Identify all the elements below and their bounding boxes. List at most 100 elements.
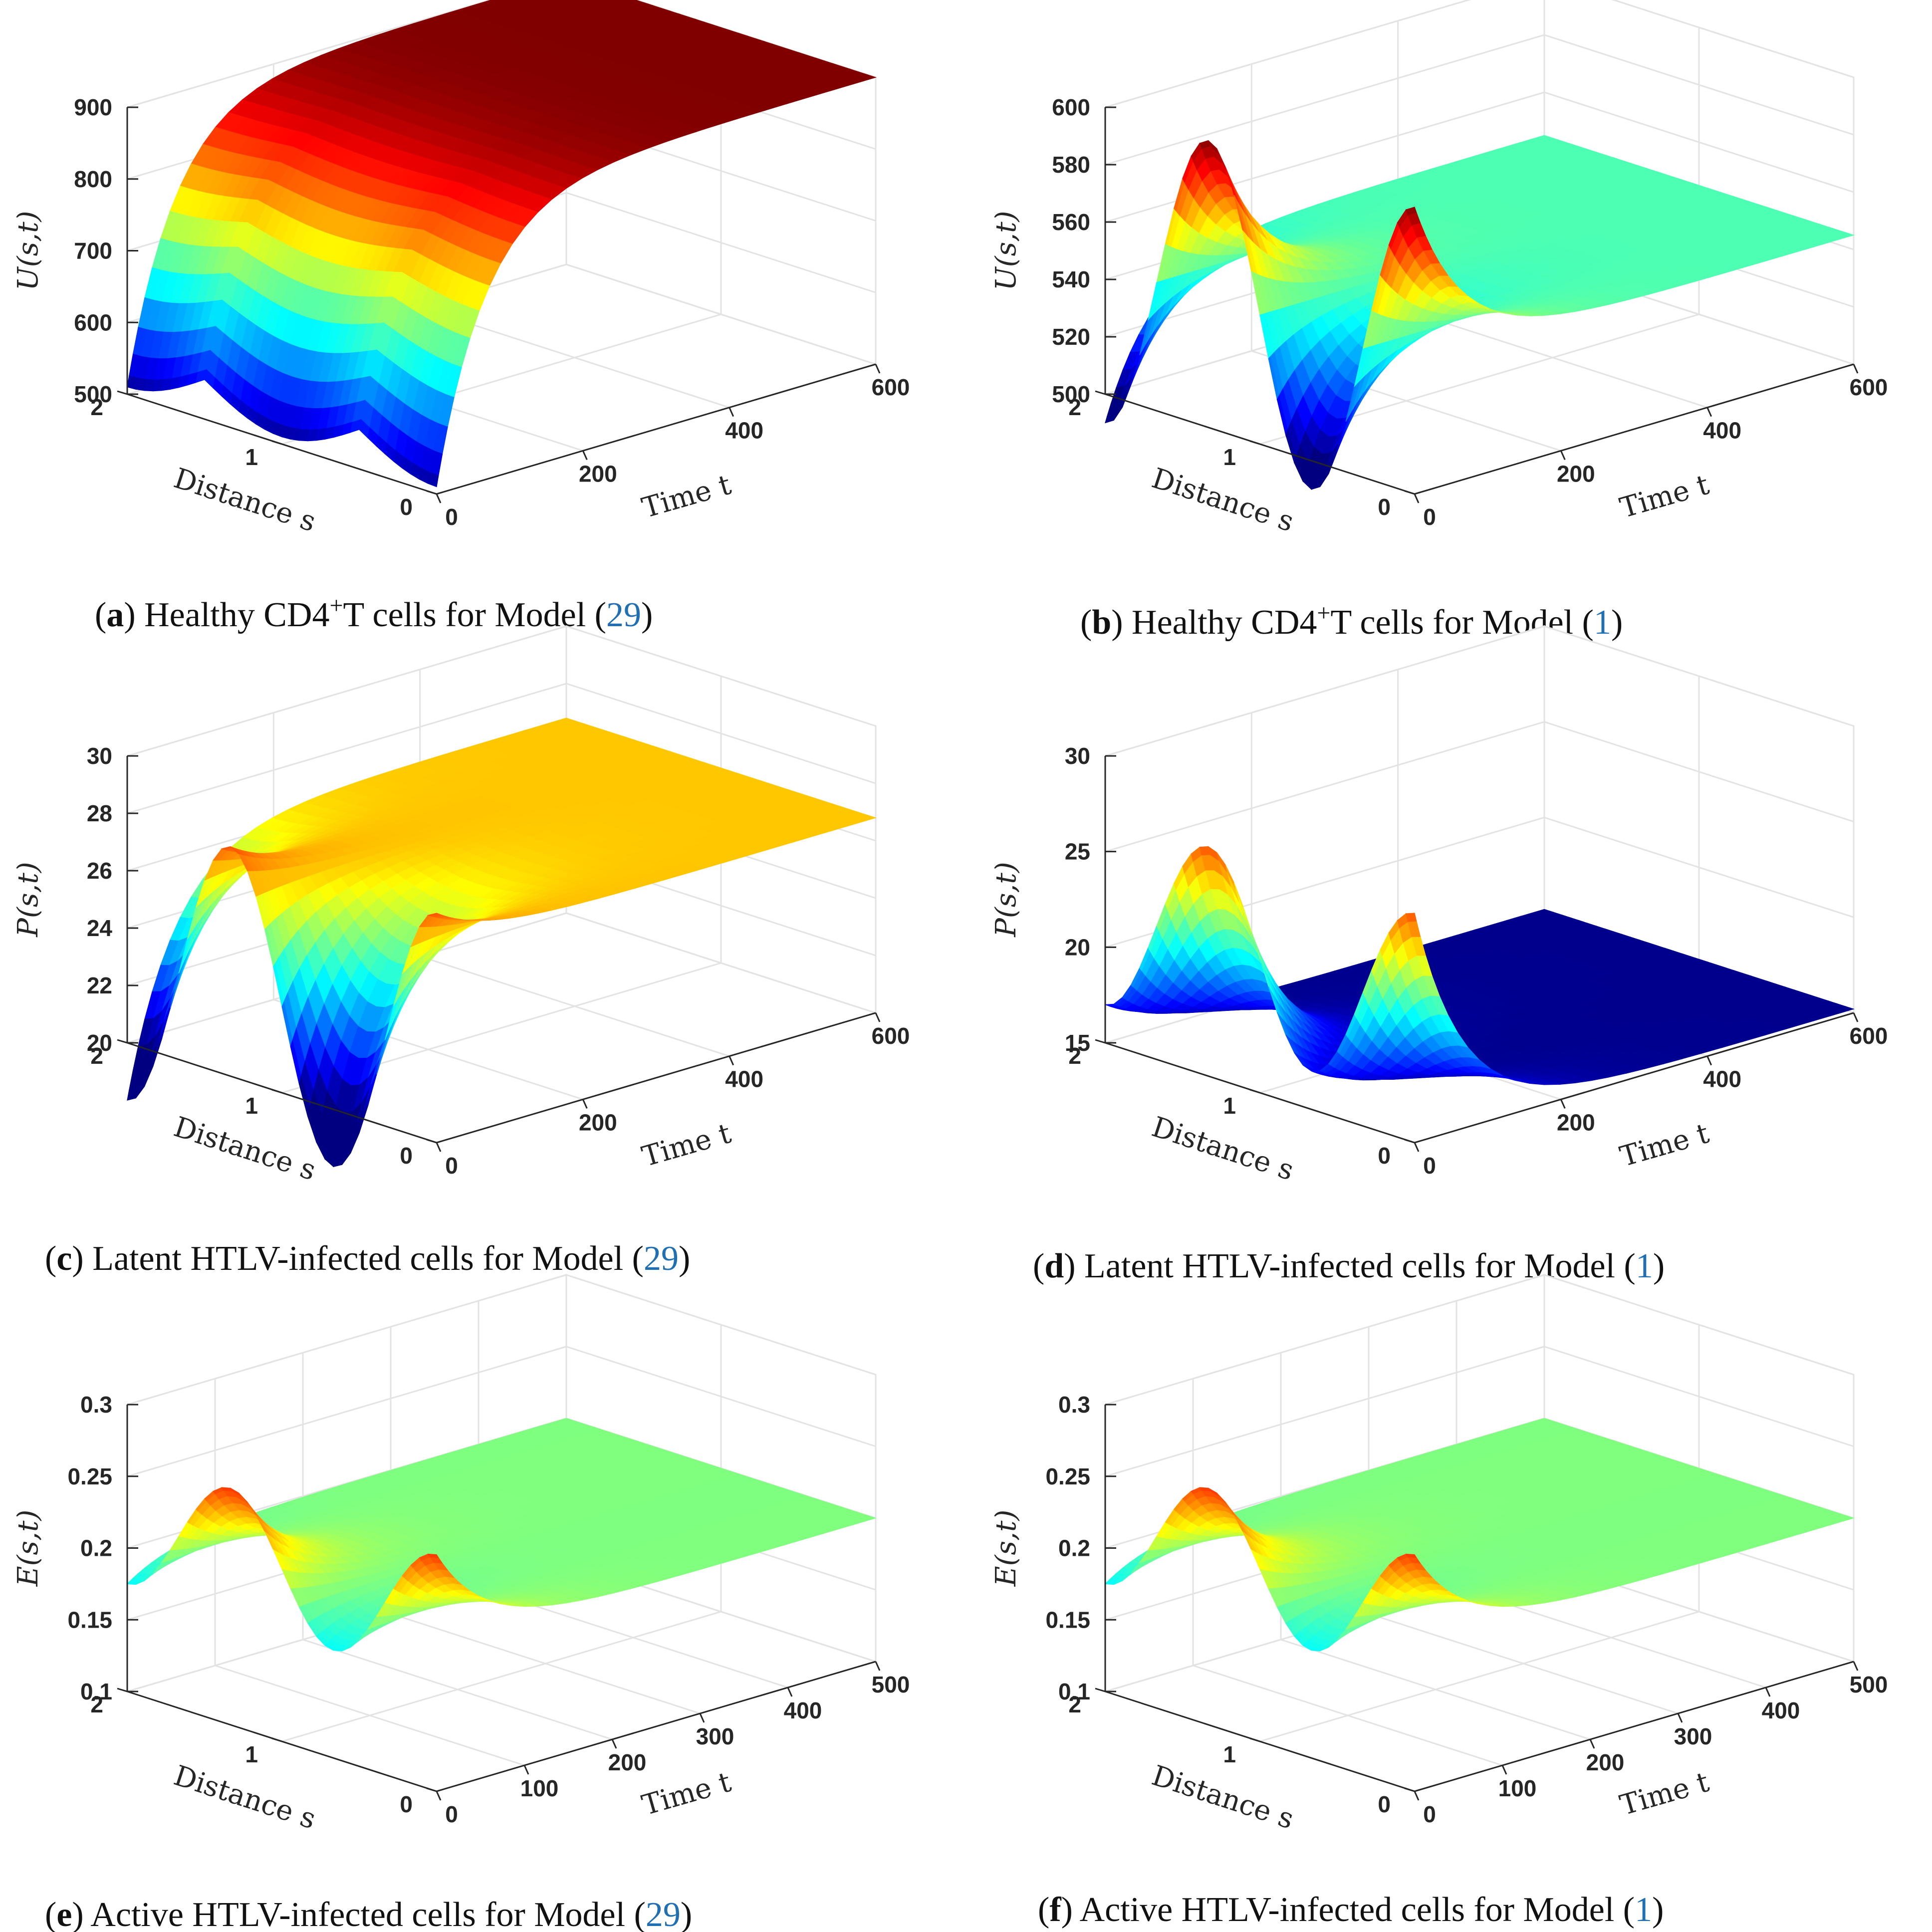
z-tick-label: 540 <box>1052 266 1090 292</box>
t-tick-label: 400 <box>725 1066 763 1092</box>
z-tick-label: 800 <box>74 166 112 192</box>
z-tick-label: 30 <box>87 743 112 769</box>
t-tick-label: 200 <box>1557 1109 1595 1135</box>
s-tick <box>426 490 437 495</box>
s-tick <box>426 1139 437 1144</box>
t-tick <box>436 493 442 503</box>
t-tick-label: 0 <box>445 504 458 530</box>
t-tick <box>728 1056 734 1066</box>
panel-a: 500 600 700 800 900 0 1 2 0 200 400 600 U(s,t) Distan… <box>12 0 910 634</box>
t-tick <box>1414 1142 1420 1152</box>
z-tick-label: 25 <box>1065 839 1090 865</box>
s-tick <box>1095 1039 1106 1044</box>
s-tick-label: 1 <box>245 1093 258 1119</box>
z-axis-label: U(s,t) <box>990 211 1022 291</box>
t-tick <box>1853 1012 1859 1022</box>
panel-b: 5005205405605806000120200400600U(s,t)Dis… <box>990 0 1888 642</box>
z-tick-label: 700 <box>74 238 112 264</box>
t-tick-label: 400 <box>725 418 763 444</box>
t-tick <box>1706 1056 1712 1066</box>
s-tick-label: 0 <box>400 1143 413 1169</box>
z-axis-label: P(s,t) <box>12 862 44 937</box>
z-tick-label: 900 <box>74 94 112 120</box>
t-tick <box>875 1012 881 1022</box>
t-tick-label: 600 <box>872 374 910 400</box>
s-tick-label: 2 <box>1068 394 1081 420</box>
z-tick-label: 26 <box>87 858 112 884</box>
t-tick <box>1414 493 1420 503</box>
t-axis-label: Time t <box>1617 469 1713 525</box>
z-tick-label: 24 <box>87 915 113 941</box>
t-tick-label: 200 <box>579 461 617 486</box>
z-tick-label: 28 <box>87 800 112 826</box>
t-tick-label: 0 <box>1423 1153 1436 1179</box>
z-tick-label: 560 <box>1052 209 1090 235</box>
surface <box>127 0 877 487</box>
z-tick-label: 600 <box>74 309 112 335</box>
s-tick-label: 0 <box>1378 494 1391 520</box>
s-axis-label: Distance s <box>1148 462 1298 538</box>
surface-patch <box>428 472 439 487</box>
t-tick-label: 600 <box>872 1023 910 1049</box>
s-axis-label: Distance s <box>1148 1111 1298 1187</box>
caption-ref-link[interactable]: 1 <box>1594 603 1611 642</box>
caption-ref-link[interactable]: 1 <box>1636 1247 1653 1285</box>
s-tick <box>117 390 128 395</box>
y-gridline <box>1259 27 1700 445</box>
caption-d: (d) Latent HTLV-infected cells for Model… <box>1033 1247 1665 1285</box>
s-axis-label: Distance s <box>170 1111 320 1187</box>
panel-c: 2022242628300120200400600P(s,t)Distance … <box>12 625 910 1278</box>
t-axis-label: Time t <box>1617 1117 1713 1174</box>
t-tick-label: 600 <box>1850 1023 1888 1049</box>
surface-patch <box>127 1087 138 1101</box>
s-tick <box>1404 490 1415 495</box>
caption-c: (c) Latent HTLV-infected cells for Model… <box>45 1239 690 1278</box>
s-tick <box>117 1039 128 1044</box>
caption-ref-link[interactable]: 29 <box>644 1239 679 1278</box>
s-tick-label: 2 <box>1068 1043 1081 1069</box>
s-tick-label: 0 <box>1378 1143 1391 1169</box>
t-tick <box>728 407 734 417</box>
z-tick-label: 22 <box>87 972 112 998</box>
z-axis-label: P(s,t) <box>990 862 1022 937</box>
s-axis-label: Distance s <box>170 462 320 538</box>
surface <box>1105 135 1855 490</box>
caption-a: (a) Healthy CD4+T cells for Model (29) <box>95 592 653 635</box>
t-tick <box>582 1099 588 1109</box>
s-tick-label: 1 <box>1223 444 1236 470</box>
z-tick-label: 580 <box>1052 152 1090 178</box>
s-tick-label: 0 <box>400 494 413 520</box>
t-tick-label: 0 <box>445 1153 458 1179</box>
z-tick-label: 500 <box>74 381 112 407</box>
t-tick <box>1853 364 1859 374</box>
s-tick <box>1404 1139 1415 1144</box>
s-tick <box>271 1089 282 1094</box>
t-tick <box>582 450 588 460</box>
surface-patch <box>1406 913 1417 922</box>
axes: 500 600 700 800 900 0 1 2 0 200 400 600 <box>74 94 910 530</box>
t-tick-label: 400 <box>1703 1066 1741 1092</box>
s-tick <box>271 440 282 445</box>
t-tick <box>1560 450 1566 460</box>
t-axis-line <box>436 363 876 495</box>
t-tick-label: 200 <box>579 1109 617 1135</box>
caption-ref-link[interactable]: 29 <box>606 596 641 634</box>
t-tick-label: 0 <box>1423 504 1436 530</box>
s-tick-label: 2 <box>90 394 103 420</box>
z-tick-label: 30 <box>1065 743 1090 769</box>
z-tick-label: 520 <box>1052 324 1090 350</box>
t-tick <box>1706 407 1712 417</box>
panel-e: 0.10.150.20.250.30120100200300400500E(s,… <box>12 1273 910 1932</box>
t-tick <box>1560 1099 1566 1109</box>
s-tick-label: 1 <box>245 444 258 470</box>
z-tick-label: 600 <box>1052 94 1090 120</box>
s-tick <box>1249 1089 1260 1094</box>
s-tick <box>1095 390 1106 395</box>
z-axis-label: U(s,t) <box>12 211 44 291</box>
t-axis-label: Time t <box>639 469 735 525</box>
s-tick-label: 2 <box>90 1043 103 1069</box>
z-tick-label: 20 <box>1065 934 1090 960</box>
t-tick-label: 200 <box>1557 461 1595 486</box>
